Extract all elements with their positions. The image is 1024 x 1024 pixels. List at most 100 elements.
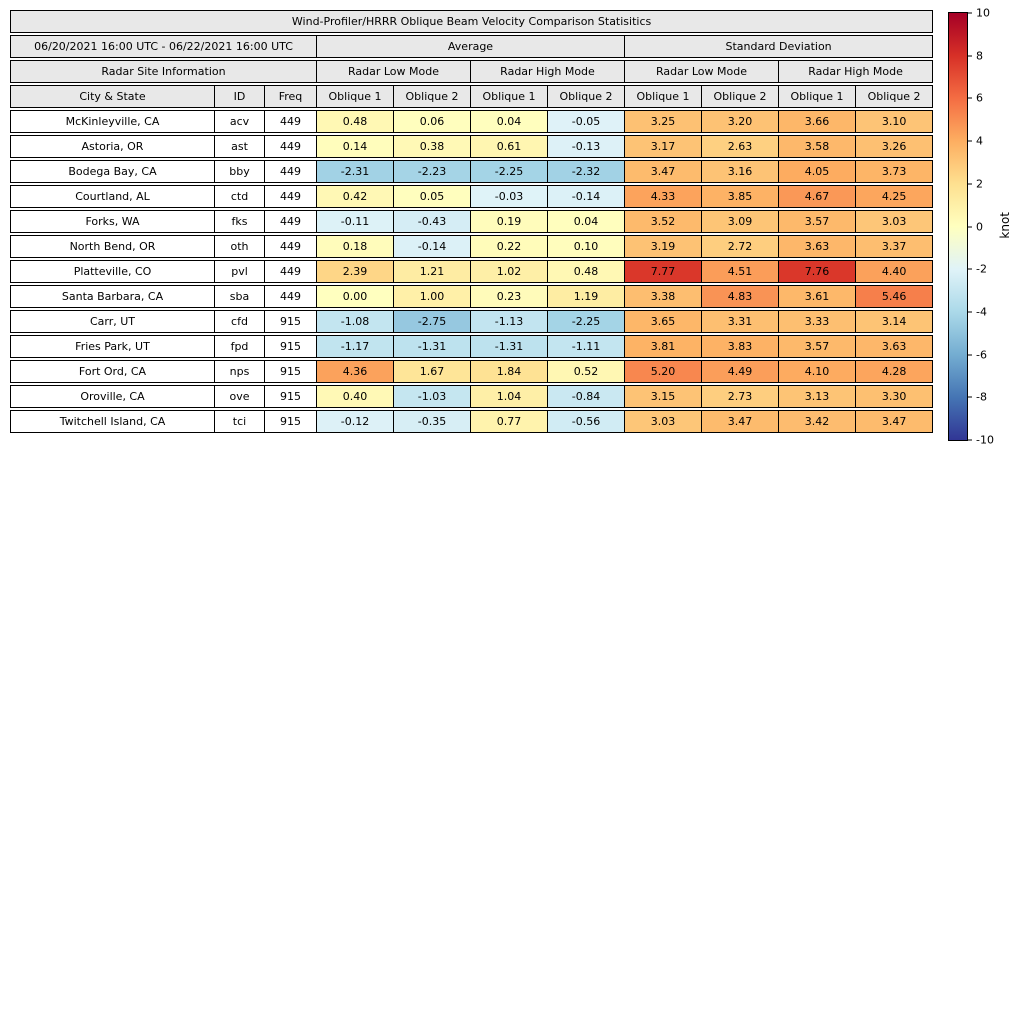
value-cell: 4.25 — [856, 185, 934, 208]
freq-cell: 915 — [265, 385, 317, 408]
colorbar-tick-mark — [968, 396, 972, 398]
value-cell: 4.67 — [779, 185, 856, 208]
value-cell: 3.83 — [702, 335, 779, 358]
value-cell: 2.39 — [317, 260, 394, 283]
col-header-oblique1-std-low: Oblique 1 — [625, 85, 702, 108]
site-id-cell: oth — [215, 235, 265, 258]
col-header-oblique1-avg-low: Oblique 1 — [317, 85, 394, 108]
colorbar-tick: 8 — [968, 49, 983, 62]
colorbar-tick: 2 — [968, 177, 983, 190]
site-info-header: Radar Site Information — [10, 60, 317, 83]
value-cell: 0.06 — [394, 110, 471, 133]
col-header-freq: Freq — [265, 85, 317, 108]
value-cell: -0.11 — [317, 210, 394, 233]
colorbar-tick: -6 — [968, 348, 987, 361]
site-id-cell: pvl — [215, 260, 265, 283]
value-cell: 3.63 — [856, 335, 934, 358]
value-cell: 0.23 — [471, 285, 548, 308]
site-id-cell: fpd — [215, 335, 265, 358]
col-header-oblique2-avg-low: Oblique 2 — [394, 85, 471, 108]
value-cell: -2.25 — [471, 160, 548, 183]
colorbar-label-wrap: knot — [998, 12, 1012, 439]
colorbar-tick-label: 6 — [976, 91, 983, 105]
value-cell: -0.14 — [394, 235, 471, 258]
value-cell: 3.14 — [856, 310, 934, 333]
value-cell: -1.03 — [394, 385, 471, 408]
value-cell: 0.00 — [317, 285, 394, 308]
value-cell: 1.00 — [394, 285, 471, 308]
group-header-row: 06/20/2021 16:00 UTC - 06/22/2021 16:00 … — [10, 35, 934, 58]
value-cell: 3.33 — [779, 310, 856, 333]
colorbar-tick: 4 — [968, 135, 983, 148]
table-row: Carr, UT cfd 915 -1.08 -2.75 -1.13 -2.25 3.65 3.… — [10, 310, 934, 333]
table-row: North Bend, OR oth 449 0.18 -0.14 0.22 0.10 3.1… — [10, 235, 934, 258]
colorbar-tick-mark — [968, 439, 972, 441]
value-cell: 0.14 — [317, 135, 394, 158]
colorbar-tick-mark — [968, 226, 972, 227]
value-cell: -2.25 — [548, 310, 625, 333]
freq-cell: 449 — [265, 135, 317, 158]
value-cell: 3.26 — [856, 135, 934, 158]
col-header-id: ID — [215, 85, 265, 108]
colorbar-tick-label: -4 — [976, 305, 987, 319]
value-cell: 2.72 — [702, 235, 779, 258]
value-cell: -0.84 — [548, 385, 625, 408]
value-cell: 0.19 — [471, 210, 548, 233]
freq-cell: 449 — [265, 210, 317, 233]
value-cell: 3.66 — [779, 110, 856, 133]
average-group-header: Average — [317, 35, 625, 58]
mode-header-std-low: Radar Low Mode — [625, 60, 779, 83]
value-cell: 3.16 — [702, 160, 779, 183]
value-cell: 3.85 — [702, 185, 779, 208]
value-cell: -0.43 — [394, 210, 471, 233]
value-cell: -0.05 — [548, 110, 625, 133]
value-cell: 3.47 — [625, 160, 702, 183]
city-state-cell: Fort Ord, CA — [10, 360, 215, 383]
value-cell: 0.77 — [471, 410, 548, 433]
col-header-city-state: City & State — [10, 85, 215, 108]
value-cell: 1.67 — [394, 360, 471, 383]
value-cell: 7.76 — [779, 260, 856, 283]
value-cell: 3.47 — [856, 410, 934, 433]
mode-header-avg-low: Radar Low Mode — [317, 60, 471, 83]
value-cell: -1.13 — [471, 310, 548, 333]
colorbar-tick: -8 — [968, 391, 987, 404]
value-cell: 0.61 — [471, 135, 548, 158]
date-range-cell: 06/20/2021 16:00 UTC - 06/22/2021 16:00 … — [10, 35, 317, 58]
value-cell: 5.46 — [856, 285, 934, 308]
value-cell: 3.61 — [779, 285, 856, 308]
site-id-cell: ast — [215, 135, 265, 158]
value-cell: -1.31 — [394, 335, 471, 358]
colorbar-ticks: 10 8 6 4 2 0 -2 -4 -6 -8 -10 — [968, 7, 1008, 447]
value-cell: 1.21 — [394, 260, 471, 283]
value-cell: 3.09 — [702, 210, 779, 233]
title-row: Wind-Profiler/HRRR Oblique Beam Velocity… — [10, 10, 934, 33]
city-state-cell: North Bend, OR — [10, 235, 215, 258]
freq-cell: 915 — [265, 310, 317, 333]
colorbar-tick-label: -10 — [976, 433, 994, 447]
colorbar-tick-mark — [968, 12, 972, 14]
site-id-cell: cfd — [215, 310, 265, 333]
value-cell: 3.37 — [856, 235, 934, 258]
value-cell: 0.38 — [394, 135, 471, 158]
table-row: Oroville, CA ove 915 0.40 -1.03 1.04 -0.84 3.15… — [10, 385, 934, 408]
city-state-cell: McKinleyville, CA — [10, 110, 215, 133]
value-cell: 3.57 — [779, 210, 856, 233]
colorbar — [948, 12, 968, 441]
colorbar-tick: 6 — [968, 92, 983, 105]
value-cell: 0.10 — [548, 235, 625, 258]
table-row: Astoria, OR ast 449 0.14 0.38 0.61 -0.13 3.17 2.… — [10, 135, 934, 158]
value-cell: -2.31 — [317, 160, 394, 183]
value-cell: 3.42 — [779, 410, 856, 433]
value-cell: -0.03 — [471, 185, 548, 208]
site-id-cell: ctd — [215, 185, 265, 208]
city-state-cell: Platteville, CO — [10, 260, 215, 283]
value-cell: 3.63 — [779, 235, 856, 258]
colorbar-tick-label: -6 — [976, 348, 987, 362]
colorbar-tick-label: 10 — [976, 6, 990, 20]
site-id-cell: acv — [215, 110, 265, 133]
city-state-cell: Fries Park, UT — [10, 335, 215, 358]
table-row: Platteville, CO pvl 449 2.39 1.21 1.02 0.48 7.7… — [10, 260, 934, 283]
value-cell: 3.57 — [779, 335, 856, 358]
